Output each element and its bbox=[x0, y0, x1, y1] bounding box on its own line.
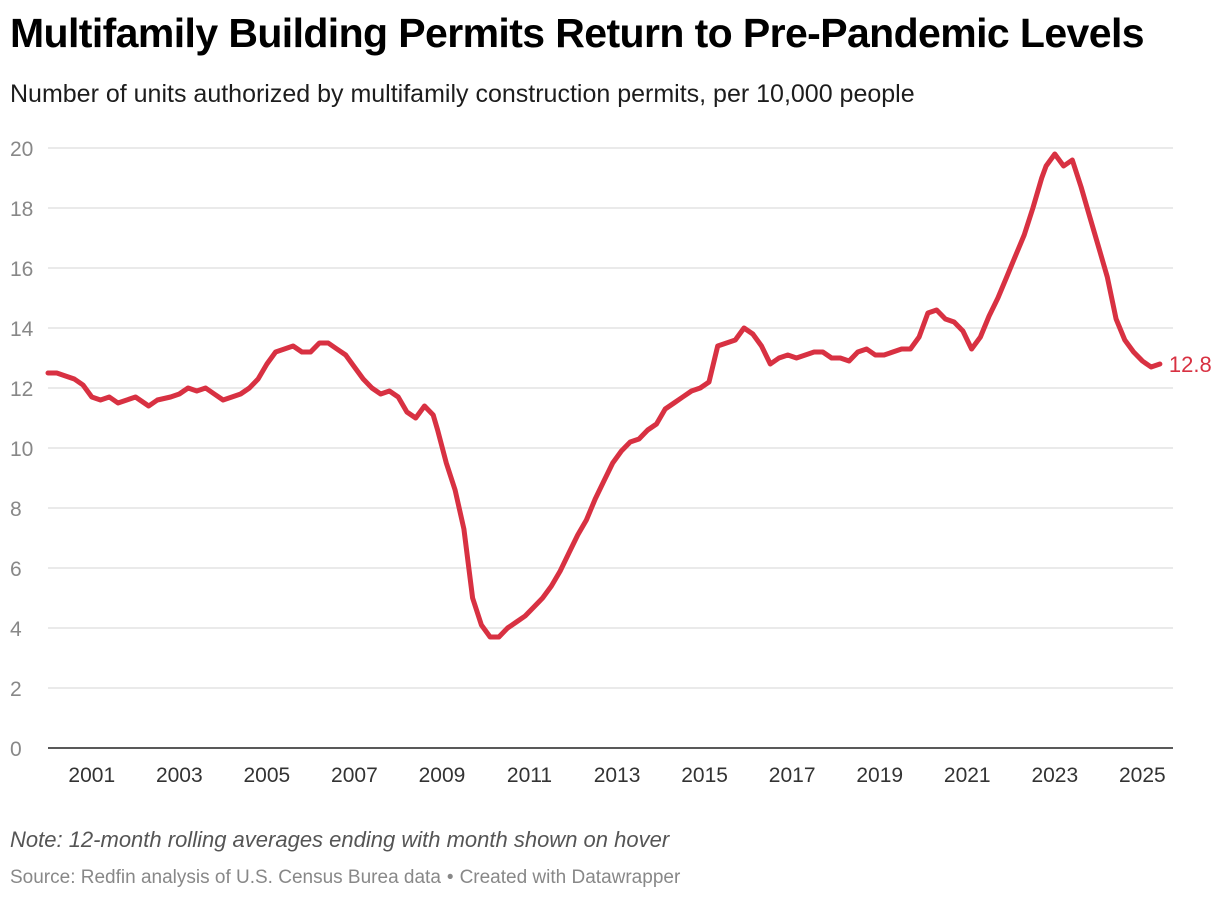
last-value-label: 12.8 bbox=[1169, 352, 1212, 377]
x-axis-tick-labels: 2001 2003 2005 2007 2009 2011 2013 2015 2017 2019… bbox=[68, 764, 1165, 787]
series-line-0[interactable] bbox=[45, 151, 1163, 640]
y-tick-label: 16 bbox=[10, 258, 33, 281]
x-tick-label: 2019 bbox=[856, 764, 903, 787]
credit-link[interactable]: Created with Datawrapper bbox=[459, 867, 681, 888]
source-text: Source: Redfin analysis of U.S. Census B… bbox=[10, 867, 441, 888]
x-tick-label: 2023 bbox=[1031, 764, 1078, 787]
chart-title: Multifamily Building Permits Return to P… bbox=[10, 10, 1145, 56]
y-tick-label: 8 bbox=[10, 498, 22, 521]
y-tick-label: 14 bbox=[10, 318, 34, 341]
x-tick-label: 2015 bbox=[681, 764, 728, 787]
x-tick-label: 2013 bbox=[594, 764, 641, 787]
x-tick-label: 2003 bbox=[156, 764, 203, 787]
value-label-layer: 12.8 bbox=[1169, 352, 1212, 377]
y-tick-label: 18 bbox=[10, 198, 33, 221]
y-axis-tick-labels: 0 2 4 6 8 10 12 14 16 18 20 bbox=[10, 138, 34, 761]
x-tick-label: 2009 bbox=[419, 764, 466, 787]
x-tick-label: 2005 bbox=[244, 764, 291, 787]
chart-subtitle: Number of units authorized by multifamil… bbox=[10, 80, 915, 108]
y-tick-label: 12 bbox=[10, 378, 33, 401]
y-tick-label: 20 bbox=[10, 138, 33, 161]
source-line: Source: Redfin analysis of U.S. Census B… bbox=[10, 867, 680, 889]
x-tick-label: 2017 bbox=[769, 764, 816, 787]
x-tick-label: 2001 bbox=[68, 764, 115, 787]
x-tick-label: 2025 bbox=[1119, 764, 1166, 787]
series-layer bbox=[45, 151, 1163, 640]
y-tick-label: 4 bbox=[10, 618, 22, 641]
y-tick-label: 2 bbox=[10, 678, 22, 701]
y-tick-label: 0 bbox=[10, 738, 22, 761]
gridlines bbox=[48, 147, 1173, 689]
x-tick-label: 2007 bbox=[331, 764, 378, 787]
source-separator: • bbox=[446, 867, 454, 888]
x-tick-label: 2021 bbox=[944, 764, 991, 787]
y-tick-label: 6 bbox=[10, 558, 22, 581]
y-tick-label: 10 bbox=[10, 438, 33, 461]
footnote: Note: 12-month rolling averages ending w… bbox=[10, 827, 670, 852]
x-tick-label: 2011 bbox=[507, 764, 552, 787]
